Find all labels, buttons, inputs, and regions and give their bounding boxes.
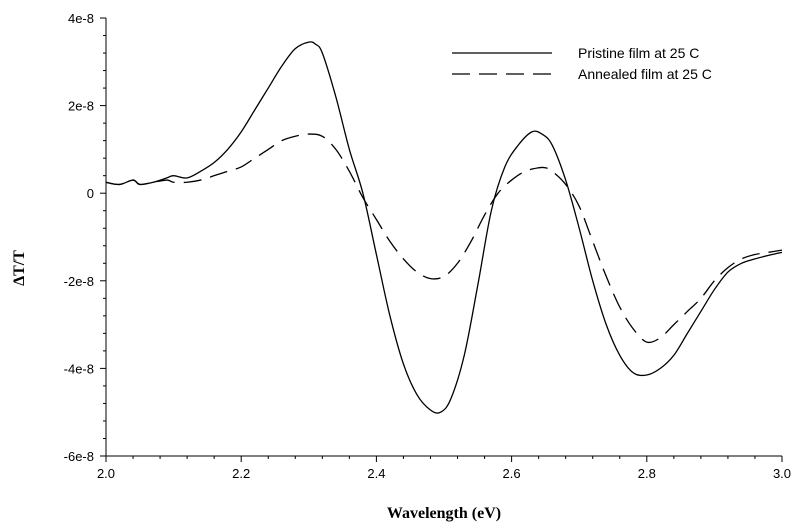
y-tick-label: -6e-8: [64, 449, 94, 464]
x-axis: 2.0 2.2 2.4 2.6 2.8 3.0: [97, 456, 791, 481]
series-line-pristine: [105, 41, 783, 414]
y-tick-label: 2e-8: [68, 99, 94, 114]
y-tick-label: 4e-8: [68, 11, 94, 26]
series-line-annealed: [105, 133, 783, 344]
x-axis-title: Wavelength (eV): [387, 505, 501, 522]
x-tick-label: 3.0: [773, 466, 791, 481]
x-tick-label: 2.0: [97, 466, 115, 481]
y-tick-label: -4e-8: [64, 361, 94, 376]
x-tick-label: 2.8: [638, 466, 656, 481]
y-tick-label: -2e-8: [64, 274, 94, 289]
series-lines: [105, 41, 783, 414]
x-tick-label: 2.4: [367, 466, 385, 481]
y-axis-title: ΔT/T: [11, 250, 28, 286]
legend: Pristine film at 25 C Annealed film at 2…: [452, 45, 712, 82]
y-axis: 4e-8 2e-8 0 -2e-8 -4e-8 -6e-8: [64, 11, 106, 464]
legend-label-pristine: Pristine film at 25 C: [578, 45, 699, 61]
x-tick-label: 2.6: [503, 466, 521, 481]
legend-label-annealed: Annealed film at 25 C: [578, 66, 712, 82]
plot-area: [105, 18, 782, 457]
y-tick-label: 0: [87, 186, 94, 201]
x-tick-label: 2.2: [232, 466, 250, 481]
